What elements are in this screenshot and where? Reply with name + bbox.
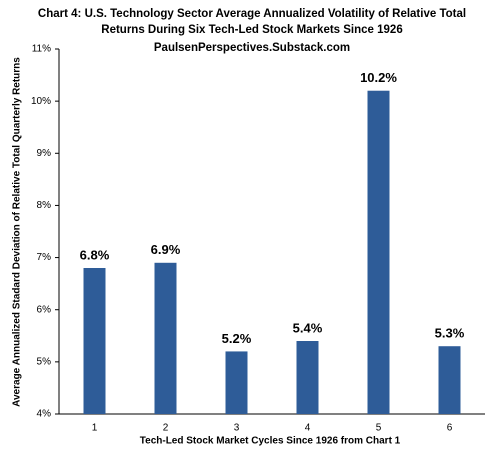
data-label: 5.4% <box>293 320 323 335</box>
x-tick-label: 2 <box>163 423 169 434</box>
data-label: 6.8% <box>80 247 110 262</box>
y-axis-label: Average Annualized Stadard Deviation of … <box>12 57 23 407</box>
y-tick-label: 5% <box>37 356 52 367</box>
x-tick-label: 6 <box>447 423 453 434</box>
y-tick-label: 8% <box>37 200 52 211</box>
chart-title: Chart 4: U.S. Technology Sector Average … <box>38 8 466 20</box>
bar <box>225 351 248 414</box>
bar <box>296 341 319 414</box>
y-tick-label: 6% <box>37 304 52 315</box>
y-tick-label: 7% <box>37 252 52 263</box>
y-tick-label: 4% <box>37 409 52 420</box>
data-label: 5.3% <box>435 326 465 341</box>
x-tick-label: 5 <box>376 423 382 434</box>
bar <box>83 268 106 414</box>
data-label: 10.2% <box>360 70 397 85</box>
bar <box>154 262 177 414</box>
x-tick-label: 1 <box>92 423 98 434</box>
chart-title: Returns During Six Tech-Led Stock Market… <box>101 24 402 36</box>
x-tick-label: 4 <box>305 423 311 434</box>
y-tick-label: 10% <box>31 96 51 107</box>
data-label: 5.2% <box>222 331 252 346</box>
data-label: 6.9% <box>151 242 181 257</box>
bar <box>367 90 390 414</box>
x-axis-label: Tech-Led Stock Market Cycles Since 1926 … <box>140 436 401 447</box>
y-tick-label: 11% <box>32 44 51 55</box>
x-tick-label: 3 <box>234 423 240 434</box>
y-tick-label: 9% <box>37 148 52 159</box>
bar <box>438 346 461 414</box>
chart-subtitle: PaulsenPerspectives.Substack.com <box>154 42 350 54</box>
